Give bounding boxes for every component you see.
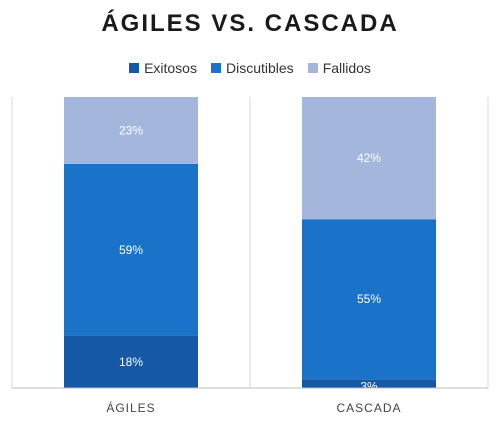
- legend-item-discutibles: Discutibles: [210, 60, 294, 76]
- legend-label-discutibles: Discutibles: [225, 60, 294, 76]
- legend-label-fallidos: Fallidos: [322, 60, 371, 76]
- x-tick-labels: ÁGILES CASCADA: [106, 400, 401, 415]
- data-label-agiles-fallidos: 23%: [119, 123, 143, 137]
- bar-cascada-discutibles: [302, 219, 436, 380]
- legend-swatch-exitosos: [129, 63, 140, 73]
- data-label-cascada-exitosos: 3%: [360, 380, 378, 394]
- x-tick-label-cascada: CASCADA: [336, 401, 401, 415]
- data-label-agiles-discutibles: 59%: [119, 243, 143, 257]
- data-label-cascada-discutibles: 55%: [357, 292, 381, 306]
- x-tick-label-agiles: ÁGILES: [106, 400, 155, 415]
- bars-group: 18% 59% 23% 3% 55% 42%: [64, 97, 436, 394]
- legend-item-fallidos: Fallidos: [307, 60, 371, 76]
- legend-label-exitosos: Exitosos: [144, 60, 197, 76]
- bar-agiles-discutibles: [64, 163, 198, 336]
- bar-agiles-exitosos: [64, 335, 198, 388]
- data-label-cascada-fallidos: 42%: [357, 151, 381, 165]
- bar-cascada-fallidos: [302, 97, 436, 220]
- bar-agiles-fallidos: [64, 97, 198, 164]
- chart-title: ÁGILES VS. CASCADA: [101, 10, 399, 37]
- legend-item-exitosos: Exitosos: [129, 60, 197, 76]
- data-label-agiles-exitosos: 18%: [119, 355, 143, 369]
- legend: Exitosos Discutibles Fallidos: [0, 60, 500, 76]
- bar-cascada-exitosos: [302, 379, 436, 388]
- legend-swatch-discutibles: [210, 63, 221, 73]
- legend-swatch-fallidos: [307, 63, 318, 73]
